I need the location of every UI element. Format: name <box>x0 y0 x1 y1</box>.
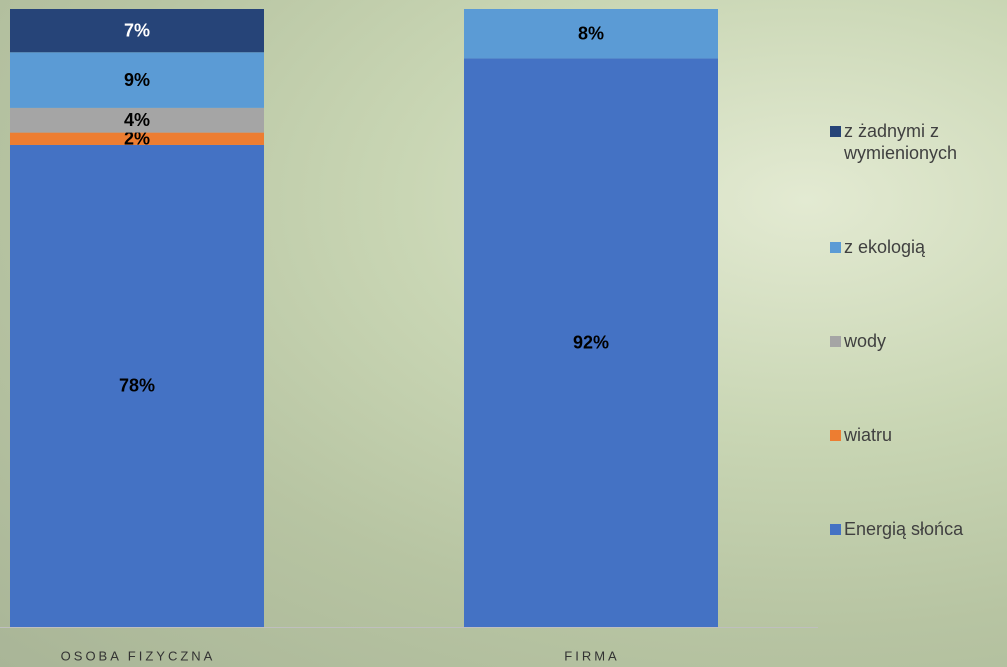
data-label: 9% <box>124 70 150 90</box>
legend-swatch <box>830 524 841 535</box>
legend-swatch <box>830 430 841 441</box>
bar-segment <box>464 58 718 627</box>
legend-label: z żadnymi z wymienionych <box>844 121 958 163</box>
data-label: 8% <box>578 23 604 43</box>
data-label: 2% <box>124 129 150 149</box>
legend-label: wiatru <box>844 425 893 445</box>
bar-segment <box>464 9 718 59</box>
legend-swatch <box>830 126 841 137</box>
x-tick-label: OSOBA FIZYCZNA <box>61 648 216 663</box>
bar-segment <box>10 107 264 133</box>
legend-item: wiatru <box>830 424 1007 446</box>
data-label: 78% <box>119 376 155 396</box>
legend-swatch <box>830 336 841 347</box>
legend-item: z żadnymi z wymienionych <box>830 120 1007 164</box>
legend-label: Energią słońca <box>844 519 964 539</box>
legend-label: wody <box>844 331 887 351</box>
data-label: 92% <box>573 332 609 352</box>
bar-segment <box>10 9 264 53</box>
bar-segment <box>10 144 264 627</box>
data-label: 7% <box>124 20 150 40</box>
legend-label: z ekologią <box>844 237 926 257</box>
legend-item: z ekologią <box>830 236 1007 258</box>
legend-item: Energią słońca <box>830 518 1007 540</box>
bar-segment <box>10 132 264 145</box>
legend-item: wody <box>830 330 1007 352</box>
data-label: 4% <box>124 110 150 130</box>
legend: Energią słońca wiatru wody z ekologią z żadn… <box>830 120 1007 540</box>
x-tick-label: FIRMA <box>564 648 619 663</box>
legend-swatch <box>830 242 841 253</box>
bar-segment <box>10 52 264 108</box>
